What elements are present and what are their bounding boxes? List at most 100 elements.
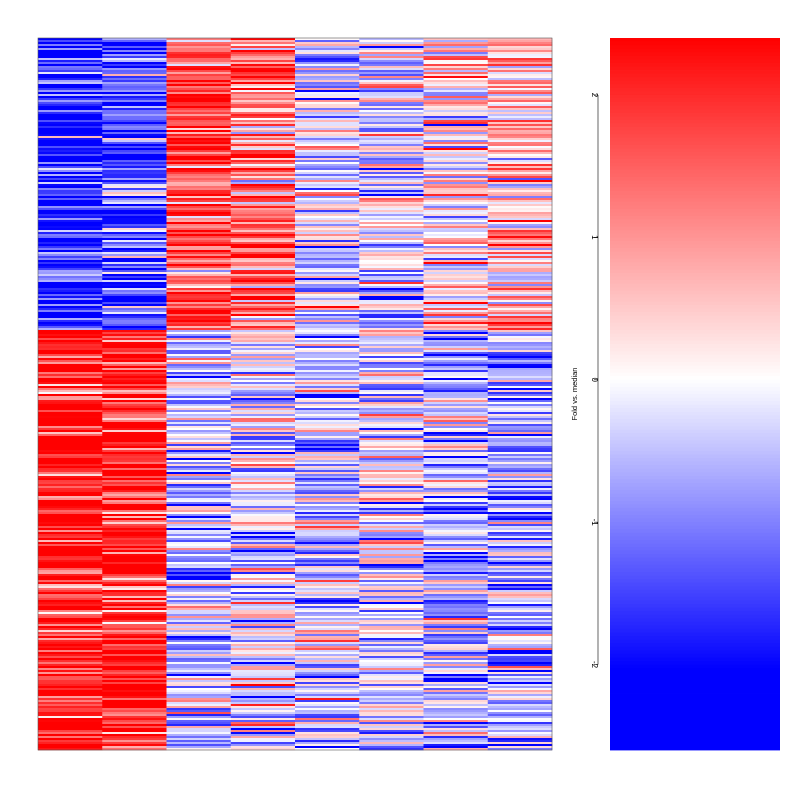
heatmap-cell xyxy=(423,306,489,309)
heatmap-cell xyxy=(166,72,232,75)
heatmap-cell xyxy=(359,708,424,711)
heatmap-cell xyxy=(359,344,424,347)
heatmap-cell xyxy=(487,488,553,491)
heatmap-cell xyxy=(487,734,553,737)
heatmap-cell xyxy=(359,96,424,99)
heatmap-cell xyxy=(423,252,489,255)
heatmap-cell xyxy=(295,354,360,357)
heatmap-cell xyxy=(295,646,360,649)
heatmap-cell xyxy=(102,650,167,653)
heatmap-cell xyxy=(166,472,232,475)
heatmap-cell xyxy=(359,288,424,291)
heatmap-cell xyxy=(230,116,296,119)
heatmap-cell xyxy=(102,592,167,595)
color-scale-step xyxy=(610,625,780,630)
color-scale-step xyxy=(610,394,780,398)
heatmap-cell xyxy=(230,112,296,115)
heatmap-cell xyxy=(295,552,360,555)
heatmap-cell xyxy=(295,740,360,743)
heatmap-cell xyxy=(359,108,424,111)
heatmap-cell xyxy=(166,718,232,721)
heatmap-cell xyxy=(487,544,553,547)
heatmap-cell xyxy=(166,272,232,275)
heatmap-cell xyxy=(295,654,360,657)
heatmap-cell xyxy=(38,218,103,221)
heatmap-cell xyxy=(487,70,553,73)
heatmap-cell xyxy=(102,162,167,165)
color-scale-step xyxy=(610,596,780,601)
heatmap-cell xyxy=(359,226,424,229)
heatmap-cell xyxy=(487,626,553,629)
color-scale-step xyxy=(610,479,780,484)
heatmap-cell xyxy=(166,208,232,211)
heatmap-cell xyxy=(166,408,232,411)
heatmap-cell xyxy=(166,372,232,375)
heatmap-cell xyxy=(166,544,232,547)
heatmap-cell xyxy=(38,720,103,723)
heatmap-cell xyxy=(230,494,296,497)
heatmap-cell xyxy=(487,566,553,569)
heatmap-cell xyxy=(423,388,489,391)
heatmap-cell xyxy=(230,430,296,433)
heatmap-cell xyxy=(295,680,360,683)
heatmap-cell xyxy=(295,564,360,567)
heatmap-cell xyxy=(166,108,232,111)
heatmap-cell xyxy=(230,446,296,449)
heatmap-cell xyxy=(166,152,232,155)
heatmap-cell xyxy=(230,52,296,55)
heatmap-cell xyxy=(295,508,360,511)
heatmap-cell xyxy=(423,326,489,329)
heatmap-cell xyxy=(295,650,360,653)
heatmap-cell xyxy=(102,732,167,735)
heatmap-cell xyxy=(166,344,232,347)
heatmap-cell xyxy=(423,694,489,697)
heatmap-cell xyxy=(38,614,103,617)
heatmap-cell xyxy=(487,516,553,519)
heatmap-cell xyxy=(38,674,103,677)
heatmap-cell xyxy=(38,270,103,273)
heatmap-cell xyxy=(423,78,489,81)
heatmap-cell xyxy=(166,188,232,191)
heatmap-cell xyxy=(230,652,296,655)
heatmap-cell xyxy=(295,378,360,381)
heatmap-cell xyxy=(166,94,232,97)
heatmap-cell xyxy=(102,170,167,173)
heatmap-cell xyxy=(295,464,360,467)
heatmap-cell xyxy=(359,376,424,379)
heatmap-cell xyxy=(295,126,360,129)
heatmap-cell xyxy=(102,254,167,257)
heatmap-cell xyxy=(102,362,167,365)
heatmap-cell xyxy=(487,394,553,397)
heatmap-cell xyxy=(487,702,553,705)
heatmap-cell xyxy=(230,194,296,197)
color-scale-step xyxy=(610,94,780,99)
heatmap-cell xyxy=(359,176,424,179)
heatmap-cell xyxy=(166,442,232,445)
heatmap-cell xyxy=(423,708,489,711)
heatmap-cell xyxy=(230,700,296,703)
heatmap-cell xyxy=(38,404,103,407)
heatmap-cell xyxy=(295,48,360,51)
heatmap-cell xyxy=(38,692,103,695)
heatmap-cell xyxy=(230,480,296,483)
heatmap-cell xyxy=(230,72,296,75)
heatmap-cell xyxy=(102,424,167,427)
heatmap-cell xyxy=(487,132,553,135)
heatmap-cell xyxy=(102,92,167,95)
heatmap-cell xyxy=(38,242,103,245)
color-scale-step xyxy=(610,450,780,455)
heatmap-cell xyxy=(38,724,103,727)
heatmap-cell xyxy=(38,160,103,163)
heatmap-cell xyxy=(102,70,167,73)
heatmap-cell xyxy=(487,166,553,169)
heatmap-cell xyxy=(230,130,296,133)
heatmap-cell xyxy=(359,162,424,165)
heatmap-cell xyxy=(166,740,232,743)
heatmap-cell xyxy=(230,40,296,43)
heatmap-cell xyxy=(102,600,167,603)
heatmap-cell xyxy=(295,542,360,545)
heatmap-cell xyxy=(359,382,424,385)
heatmap-cell xyxy=(423,652,489,655)
heatmap-cell xyxy=(359,506,424,509)
heatmap-cell xyxy=(38,238,103,241)
